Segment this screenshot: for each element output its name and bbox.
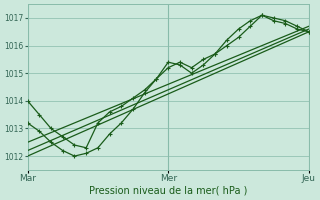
X-axis label: Pression niveau de la mer( hPa ): Pression niveau de la mer( hPa ) bbox=[89, 186, 247, 196]
